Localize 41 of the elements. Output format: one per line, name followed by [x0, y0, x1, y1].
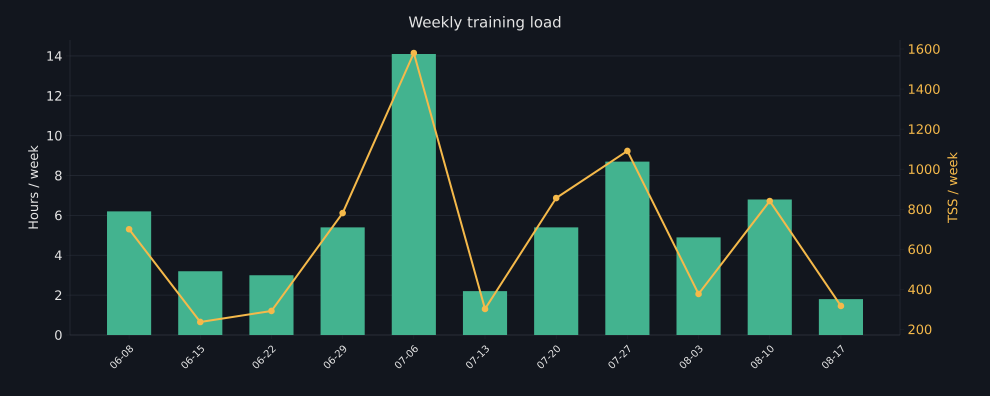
point: [196, 318, 204, 326]
bar: [748, 199, 792, 335]
bar: [605, 162, 650, 335]
y-tick-label: 4: [54, 250, 62, 260]
point: [339, 210, 346, 216]
point: [268, 308, 275, 314]
y-axis-title: Hours / week: [28, 145, 40, 229]
bar: [818, 299, 863, 335]
y-tick-label: 0: [55, 330, 62, 340]
bar: [178, 271, 222, 335]
y-tick-label: 10: [47, 130, 62, 141]
bar: [320, 227, 365, 335]
bar: [676, 237, 721, 335]
y-tick-label: 6: [55, 210, 62, 220]
bar: [107, 211, 152, 335]
point: [624, 148, 631, 154]
bar: [249, 275, 294, 335]
point: [410, 50, 418, 56]
y2-tick-label: 1600: [908, 44, 940, 54]
y-tick-label: 12: [47, 91, 62, 101]
y2-tick-label: 400: [908, 284, 932, 294]
y2-tick-label: 600: [908, 244, 932, 254]
y2-tick-label: 1000: [908, 164, 940, 174]
point: [552, 194, 560, 202]
bar: [392, 54, 436, 335]
y-tick-label: 14: [47, 51, 62, 61]
bar: [462, 291, 508, 335]
point: [838, 302, 844, 310]
point: [126, 226, 132, 233]
chart-title: Weekly training load: [408, 16, 560, 30]
point: [766, 198, 774, 204]
y2-tick-label: 1400: [908, 84, 940, 94]
point: [695, 290, 702, 298]
point: [482, 306, 488, 312]
y2-axis-title: TSS / week: [947, 152, 958, 224]
y2-tick-label: 200: [908, 324, 932, 334]
y-tick-label: 8: [55, 170, 62, 180]
y-tick-label: 2: [55, 290, 62, 300]
y2-tick-label: 1200: [908, 124, 940, 134]
bar: [534, 227, 578, 335]
y2-tick-label: 800: [908, 204, 932, 214]
